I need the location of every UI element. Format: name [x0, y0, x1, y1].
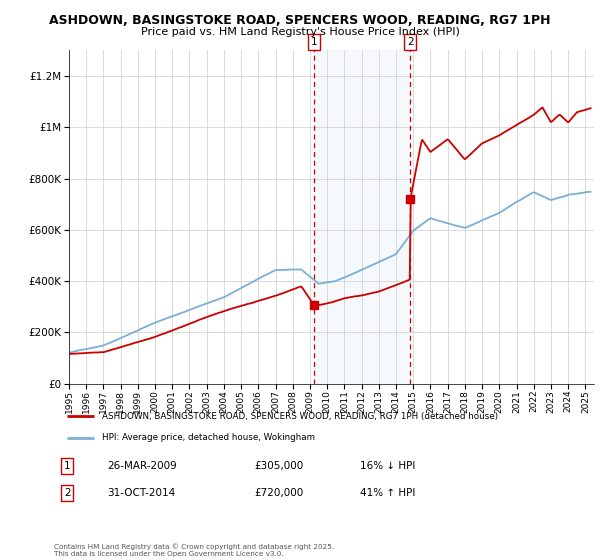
Text: £720,000: £720,000 [254, 488, 304, 498]
Text: 16% ↓ HPI: 16% ↓ HPI [360, 461, 416, 471]
Text: Contains HM Land Registry data © Crown copyright and database right 2025.
This d: Contains HM Land Registry data © Crown c… [54, 544, 334, 557]
Text: £305,000: £305,000 [254, 461, 304, 471]
Text: 2: 2 [407, 37, 413, 47]
Text: Price paid vs. HM Land Registry's House Price Index (HPI): Price paid vs. HM Land Registry's House … [140, 27, 460, 37]
Bar [314, 50, 410, 384]
Text: 1: 1 [64, 461, 71, 471]
Text: ASHDOWN, BASINGSTOKE ROAD, SPENCERS WOOD, READING, RG7 1PH: ASHDOWN, BASINGSTOKE ROAD, SPENCERS WOOD… [49, 14, 551, 27]
Text: 31-OCT-2014: 31-OCT-2014 [107, 488, 175, 498]
Text: 1: 1 [311, 37, 317, 47]
Text: HPI: Average price, detached house, Wokingham: HPI: Average price, detached house, Woki… [101, 433, 314, 442]
Text: 2: 2 [64, 488, 71, 498]
Text: ASHDOWN, BASINGSTOKE ROAD, SPENCERS WOOD, READING, RG7 1PH (detached house): ASHDOWN, BASINGSTOKE ROAD, SPENCERS WOOD… [101, 412, 497, 421]
Text: 41% ↑ HPI: 41% ↑ HPI [360, 488, 416, 498]
Text: 26-MAR-2009: 26-MAR-2009 [107, 461, 176, 471]
